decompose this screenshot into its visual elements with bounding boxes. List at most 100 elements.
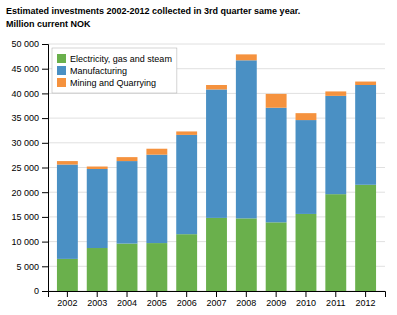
x-tick-label: 2002 [57,298,77,308]
y-tick: 50 000 [11,39,48,49]
x-tick-label: 2006 [177,298,197,308]
x-tick-mark [67,291,68,297]
grid [48,44,385,291]
y-tick-mark [42,168,48,169]
x-tick: 2010 [296,291,316,308]
y-tick-label: 15 000 [11,212,39,222]
y-tick-mark [42,93,48,94]
x-tick-mark [305,291,306,297]
y-tick-mark [42,192,48,193]
bar [176,135,197,234]
legend-swatch [57,78,66,87]
bar [355,82,376,85]
x-tick-label: 2009 [266,298,286,308]
bar [206,89,227,217]
bar [266,94,287,108]
title: Estimated investments 2002-2012 collecte… [6,6,300,16]
x-tick-label: 2008 [236,298,256,308]
y-tick-mark [42,143,48,144]
bar [57,259,78,291]
bar [146,243,167,291]
bar [236,54,257,60]
bar [87,167,108,169]
y-tick: 30 000 [11,138,48,148]
y-axis: 0 5 000 10 000 15 000 20 000 25 000 30 000 35 0… [11,39,48,296]
legend-frame [52,48,177,93]
bar [87,169,108,248]
x-tick-mark [186,291,187,297]
x-tick-label: 2010 [296,298,316,308]
y-axis-line [42,45,49,292]
y-tick: 5 000 [16,262,48,272]
plot: 2002 2003 2004 2005 2006 2007 2008 2009 2010 2011… [11,39,385,308]
x-tick-mark [276,291,277,297]
y-tick-label: 25 000 [11,163,39,173]
y-tick: 20 000 [11,188,48,198]
y-tick-label: 5 000 [16,262,39,272]
bar [236,218,257,291]
legend-item: Mining and Quarrying [57,78,156,88]
bar [117,244,138,291]
legend-label: Electricity, gas and steam [70,54,172,64]
bar [296,113,317,120]
x-tick-label: 2011 [326,298,345,308]
y-tick: 35 000 [11,113,48,123]
y-tick-label: 30 000 [11,138,39,148]
bar [176,234,197,291]
x-tick: 2004 [117,291,137,308]
bar [176,131,197,134]
legend-swatch [57,66,66,75]
bar [87,248,108,291]
x-tick: 2003 [87,291,107,308]
y-tick-label: 35 000 [11,113,39,123]
x-tick: 2011 [326,291,345,308]
bar [325,91,346,95]
bar [296,214,317,291]
y-tick-mark [42,217,48,218]
bar [146,149,167,155]
y-tick: 15 000 [11,212,48,222]
x-tick-label: 2003 [87,298,107,308]
x-axis: 2002 2003 2004 2005 2006 2007 2008 2009 2010 2011… [49,291,386,308]
y-tick-mark [42,242,48,243]
y-tick-label: 45 000 [11,64,39,74]
x-tick: 2008 [236,291,256,308]
x-tick-label: 2004 [117,298,137,308]
bar [117,161,138,243]
legend-item: Manufacturing [57,66,127,76]
chart: Estimated investments 2002-2012 collecte… [0,0,397,315]
bar [266,222,287,291]
bar [325,194,346,291]
bar [355,85,376,185]
x-tick: 2005 [147,291,167,308]
y-tick: 0 [34,286,48,296]
x-tick-label: 2012 [356,298,376,308]
y-tick-label: 0 [34,286,39,296]
legend-swatch [57,54,66,63]
x-tick-mark [127,291,128,297]
x-tick-label: 2007 [206,298,226,308]
x-tick: 2006 [177,291,197,308]
x-tick-mark [335,291,336,297]
bar [355,185,376,291]
legend-label: Mining and Quarrying [70,78,156,88]
legend-label: Manufacturing [70,66,127,76]
x-axis-line [49,292,386,298]
bar [236,60,257,218]
y-tick-label: 10 000 [11,237,39,247]
y-tick-mark [42,291,48,292]
legend-item: Electricity, gas and steam [57,54,172,64]
y-tick: 45 000 [11,64,48,74]
x-tick-label: 2005 [147,298,167,308]
y-tick-label: 50 000 [11,39,39,49]
y-tick-label: 20 000 [11,188,39,198]
bar [266,108,287,223]
bar [325,96,346,194]
bar [296,120,317,214]
y-tick-mark [42,44,48,45]
x-tick-mark [156,291,157,297]
bar [206,85,227,89]
y-tick-mark [42,69,48,70]
grid-line [48,44,385,45]
x-tick: 2007 [206,291,226,308]
